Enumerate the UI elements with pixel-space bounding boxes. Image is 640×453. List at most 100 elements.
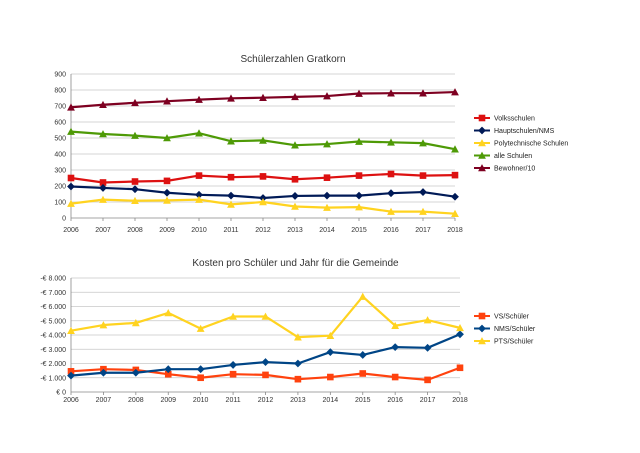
data-point [291,175,299,183]
data-point [387,207,395,215]
data-point [259,93,267,101]
data-point [67,368,75,375]
data-point [67,174,75,182]
data-point [355,172,363,179]
data-point [355,203,363,211]
data-point [326,348,335,356]
data-point [164,365,173,374]
data-point [387,170,395,178]
data-point [227,173,235,181]
x-tick-label: 2014 [323,397,339,404]
legend-item: Bewohner/10 [474,164,535,173]
data-point [355,191,363,200]
data-point [131,131,139,139]
legend-marker [478,114,486,122]
data-point [294,375,302,383]
x-tick-label: 2008 [127,227,143,234]
data-point [99,100,107,109]
y-tick-label: -€ 7.000 [40,290,66,297]
data-point [99,184,107,192]
data-point [323,140,331,148]
x-tick-label: 2010 [193,397,209,404]
data-point [131,318,140,327]
series-polytechnische-schulen [67,195,459,217]
data-point [164,309,173,317]
data-point [261,358,270,366]
data-point [163,97,171,105]
legend-label: Polytechnische Schulen [494,141,568,148]
data-point [419,89,427,97]
x-tick-label: 2009 [159,227,175,234]
data-point [291,192,299,200]
legend-label: PTS/Schüler [494,339,534,346]
x-tick-label: 2011 [226,397,241,404]
data-point [259,198,267,206]
legend-label: Bewohner/10 [494,166,535,173]
y-tick-label: 800 [54,88,66,95]
legend-item: VS/Schüler [474,312,530,321]
data-point [262,371,269,379]
data-point [67,199,75,207]
series-bewohner-10 [67,88,459,111]
data-point [451,145,459,153]
data-point [67,326,75,335]
data-point [164,370,172,378]
series-nms-sch-ler [67,330,464,380]
y-tick-label: -€ 1.000 [40,375,66,382]
chart-title: Kosten pro Schüler und Jahr für die Geme… [192,258,399,269]
y-tick-label: -€ 4.000 [40,333,66,340]
x-tick-label: 2008 [128,397,144,404]
data-point [323,174,331,181]
legend-label: alle Schulen [494,153,532,160]
data-point [99,179,107,186]
data-point [227,200,235,208]
series-volksschulen [67,170,459,186]
data-point [291,92,299,101]
series-alle-schulen [67,127,459,153]
data-point [67,182,75,191]
legend-item: Volksschulen [474,114,535,123]
legend-marker [478,139,486,147]
x-tick-label: 2015 [351,227,367,234]
x-tick-label: 2014 [319,227,335,234]
data-point [355,137,363,145]
x-tick-label: 2006 [63,227,79,234]
data-point [358,351,367,359]
legend-marker [478,151,486,159]
data-point [131,185,139,194]
data-point [131,98,139,107]
legend-marker [478,324,486,333]
data-point [259,136,267,144]
data-point [355,89,363,97]
data-point [131,196,139,205]
data-point [323,203,331,211]
y-tick-label: 500 [54,136,66,143]
legend-label: NMS/Schüler [494,326,536,333]
x-tick-label: 2013 [287,227,303,234]
y-tick-label: 100 [54,200,66,207]
data-point [387,89,395,97]
data-point [451,192,459,201]
data-point [294,333,302,341]
data-point [131,368,140,377]
data-point [456,330,464,339]
data-point [163,196,171,204]
data-point [419,188,427,196]
data-point [195,95,203,103]
x-tick-label: 2017 [420,397,436,404]
legend-item: Hauptschulen/NMS [474,126,555,135]
x-tick-label: 2016 [387,397,403,404]
x-tick-label: 2007 [95,227,111,234]
data-point [163,188,171,197]
series-pts-sch-ler [67,292,464,341]
data-point [359,370,367,377]
data-point [419,207,427,215]
data-point [391,321,400,330]
data-point [456,323,464,332]
y-tick-label: € 0 [56,390,66,397]
data-point [358,292,367,300]
legend-marker [478,312,486,320]
legend-item: Polytechnische Schulen [474,139,568,148]
data-point [227,137,235,145]
